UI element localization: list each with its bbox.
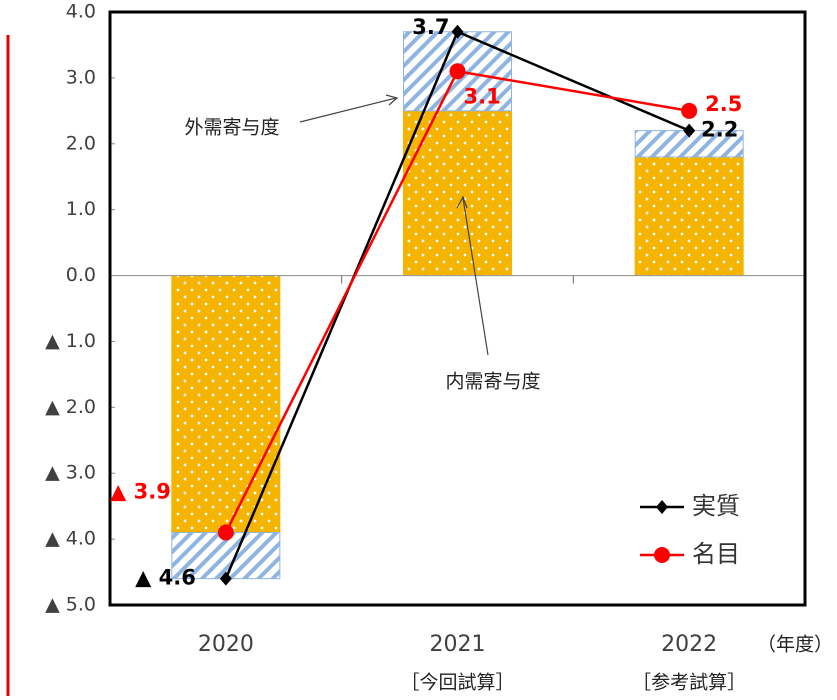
y-tick-label: ▲ 3.0: [45, 462, 96, 484]
arrow-head: [456, 195, 468, 209]
x-tick-label: 2022: [661, 632, 717, 657]
y-tick-label: 2.0: [66, 132, 96, 154]
x-unit: （年度）: [757, 634, 833, 656]
y-tick-label: 0.0: [66, 264, 96, 286]
legend-label: 実質: [692, 492, 740, 520]
bar-segment: [171, 275, 281, 534]
x-sublabel: ［今回試算］: [400, 672, 514, 694]
line-marker: [656, 500, 668, 514]
annotation-arrow: [299, 97, 397, 123]
line-marker: [219, 571, 232, 586]
x-sublabel: ［参考試算］: [632, 672, 746, 694]
data-label: 3.1: [464, 84, 501, 108]
plot-frame: [108, 10, 807, 607]
y-tick-label: 3.0: [66, 66, 96, 88]
x-tick-label: 2020: [198, 632, 254, 657]
x-tick-label: 2021: [430, 632, 486, 657]
y-tick-label: 4.0: [66, 1, 96, 23]
bar-segment: [634, 156, 744, 277]
annotation: 外需寄与度: [184, 117, 279, 139]
line-marker: [681, 102, 698, 119]
y-tick-label: ▲ 1.0: [45, 330, 96, 352]
data-label: 3.7: [412, 15, 449, 39]
line-marker: [451, 24, 464, 39]
y-tick-label: ▲ 4.0: [45, 528, 96, 550]
data-label: ▲ 3.9: [110, 480, 171, 504]
data-label: 2.2: [701, 118, 738, 142]
y-tick-label: ▲ 5.0: [45, 594, 96, 616]
line-marker: [449, 63, 466, 80]
data-label: ▲ 4.6: [135, 566, 196, 590]
line-marker: [217, 524, 234, 541]
data-label: 2.5: [705, 92, 742, 116]
annotation-arrow: [462, 197, 489, 356]
legend-label: 名目: [692, 540, 740, 568]
y-tick-label: ▲ 2.0: [45, 396, 96, 418]
y-tick-label: 1.0: [66, 198, 96, 220]
arrow-head: [385, 94, 399, 106]
line-marker: [654, 547, 670, 563]
annotation: 内需寄与度: [445, 371, 540, 393]
line-marker: [683, 123, 696, 138]
bar-segment: [403, 110, 512, 277]
